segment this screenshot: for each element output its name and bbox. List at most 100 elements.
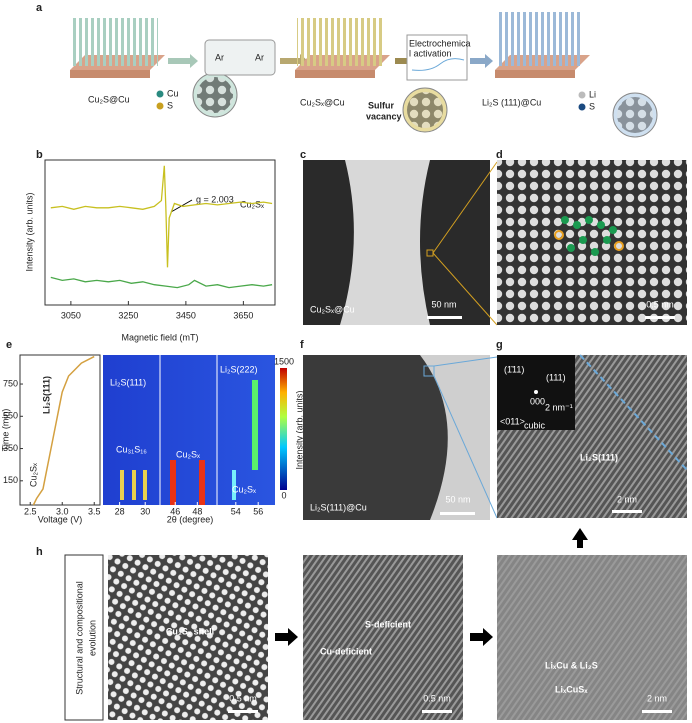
scale-label: 0.5 nm [646,299,674,309]
fft-label: <011> [500,416,525,426]
zoom [197,77,233,113]
x-tick-label: 48 [192,506,202,516]
y-axis-label: Time (min) [0,409,10,452]
data-line [50,165,273,268]
image-label: LiₓCu & Li₂S [545,660,598,670]
legend-dot [578,91,586,99]
panel-label: e [6,339,12,351]
annotation: Cu₂Sₓ [176,449,200,459]
x-tick-label: 3450 [176,310,196,320]
x-tick-label: 2.5 [24,506,37,516]
data-line [50,276,273,289]
side-box [64,554,104,721]
furnace [204,39,276,76]
panel-label: b [36,149,43,161]
annotation: g = 2.003 [196,194,234,204]
substrate [70,70,150,78]
label: Li₂S (111)@Cu [482,97,541,107]
annotation: Cu₃₁S₁₆ [116,444,147,454]
x-tick-label: 46 [170,506,180,516]
y-tick-label: 150 [3,475,18,485]
y-axis-label: Intensity (arb. units) [24,192,34,271]
zoom-line [433,375,498,519]
heatmap [103,355,275,505]
panel-label: f [300,339,304,351]
arrow [275,628,298,646]
arrow [470,54,493,68]
label: Cu₂Sₓ@Cu [300,97,345,107]
x-tick-label: 30 [140,506,150,516]
substrate [295,70,375,78]
legend: Li [589,89,596,99]
image-label: S-deficient [365,619,411,629]
image-label: Cu₂Sₓ@Cu [310,304,355,314]
y-tick-label: 550 [3,411,18,421]
scale-bar [645,316,675,319]
zoom [407,92,443,128]
scale-bar [642,710,672,713]
fft-label: 000 [530,396,545,406]
scale-label: 0.5 nm [423,693,451,703]
plot-frame [19,354,101,506]
arrow [168,54,198,68]
curve [411,58,465,71]
panel-g: g (1̄11) (111) 000 <011> cubic 2 nm⁻¹ Li… [433,339,688,548]
annotation: Li₂S(111) [110,377,146,387]
annotation: Cu₂Sₓ [28,463,38,487]
legend: S [589,101,595,111]
image-label: LiₓCuSₓ [555,684,588,694]
activation-box [406,34,468,81]
x-tick-label: 3250 [118,310,138,320]
spot [534,390,538,394]
colorbar-label: Intensity (arb. units) [294,390,304,469]
panel-f: f Li₂S(111)@Cu 50 nm [300,339,490,520]
label: Cu₂S@Cu [88,94,130,104]
zoom [617,97,653,133]
annotation: Li₂S(111) [41,376,51,414]
pillars [72,18,158,66]
x-tick-label: 3650 [233,310,253,320]
arrow [470,628,493,646]
x-tick-label: 3.5 [88,506,101,516]
overlay [554,216,624,256]
roi [423,365,435,377]
label: Electrochemica [409,38,471,48]
fft-label: (111) [546,372,566,382]
panel-e: e Time (min) Voltage (V) 2θ (degree) Int… [0,339,304,524]
image [303,355,448,520]
arrow [572,528,588,548]
panel-label: d [496,149,503,161]
x-tick-label: 28 [115,506,125,516]
legend-dot [578,103,586,111]
colorbar-tick-label: 0 [281,490,286,500]
panel-label: c [300,149,306,161]
substrate [495,70,575,78]
y-tick-label: 350 [3,443,18,453]
image [497,160,687,325]
image [340,160,430,325]
image [303,555,463,720]
side-label: Structural and compositional [74,581,84,695]
annotation: Li₂S(222) [220,364,258,374]
annotation: Cu₂Sₓ [232,484,256,494]
scale-bar [228,710,258,713]
voltage-curve [32,355,95,506]
panel-label: a [36,2,43,14]
x-tick-label: 3.0 [56,506,69,516]
panel-label: g [496,339,503,351]
label: l activation [409,48,452,58]
y-tick-label: 750 [3,378,18,388]
heat-features [120,380,258,505]
panel-c: c Cu₂Sₓ@Cu 50 nm [300,149,490,325]
panel-d: d 0.5 nm [432,149,687,326]
x-axis-label: Voltage (V) [38,514,83,524]
image [108,555,268,720]
colorbar-tick-label: 1500 [274,356,294,366]
boundary [579,354,688,471]
label: Ar [215,52,224,62]
panel-a: a Cu₂S@Cu Cu S Ar Ar Cu₂Sₓ@Cu Sulfur vac… [36,2,658,138]
pillars [497,12,583,66]
x-axis-label: Magnetic field (mT) [121,332,198,342]
fft-label: cubic [524,420,546,430]
